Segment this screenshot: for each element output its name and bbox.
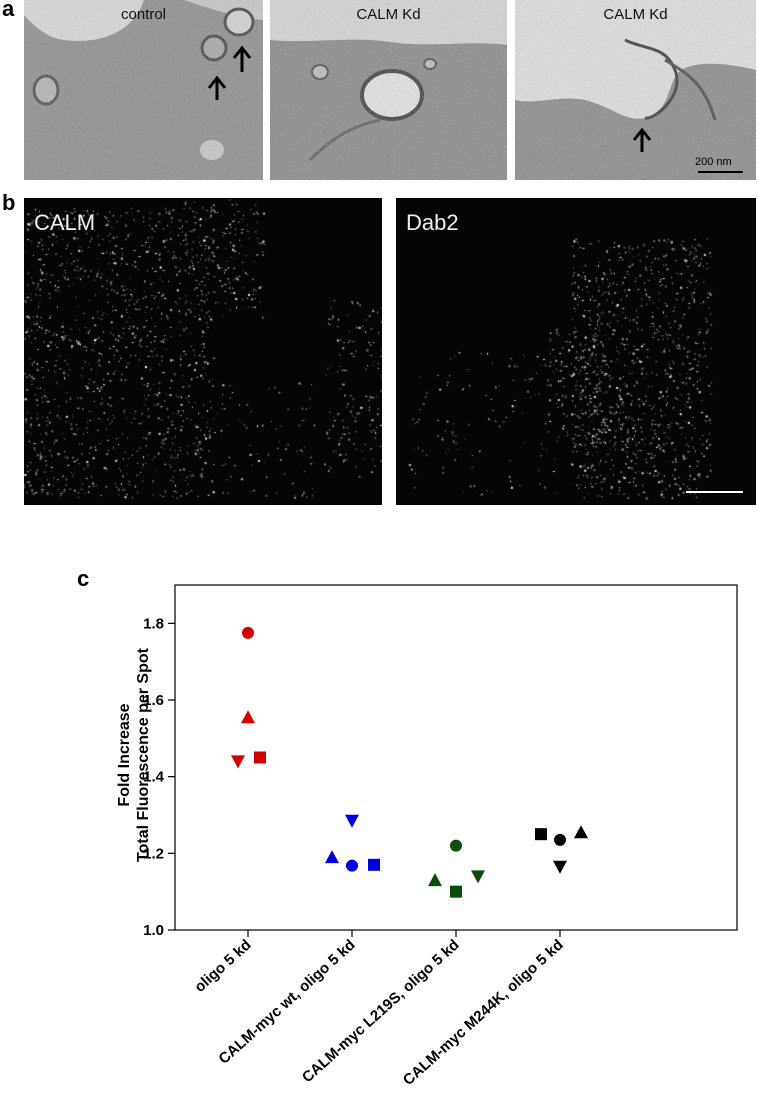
scale-bar (686, 491, 743, 493)
em-micrograph (24, 0, 263, 180)
y-tick-label: 1.4 (143, 769, 165, 786)
fluorescence-image-calm: CALM (24, 198, 382, 505)
data-point-triangle-down (553, 860, 567, 874)
data-points (231, 626, 588, 898)
data-point-square (535, 828, 547, 841)
y-tick-label: 1.0 (143, 922, 164, 939)
data-point-circle (346, 859, 358, 872)
y-tick-label: 1.8 (143, 615, 164, 632)
em-image-control: control (24, 0, 263, 180)
data-point-circle (554, 833, 566, 846)
scale-bar (698, 171, 743, 173)
data-point-square (254, 751, 266, 764)
arrow-icon (632, 127, 652, 152)
panel-c-letter: c (77, 566, 90, 591)
data-point-circle (450, 839, 462, 852)
panel-a-letter: a (2, 0, 15, 21)
data-point-triangle-down (345, 814, 359, 828)
panel-b-letter: b (2, 190, 16, 215)
y-axis: 1.0 1.2 1.4 1.6 1.8 (143, 615, 175, 939)
data-point-circle (242, 626, 254, 639)
data-point-triangle-down (471, 870, 485, 884)
data-point-triangle-up (325, 850, 339, 864)
fluorescence-micrograph (396, 198, 756, 505)
data-point-triangle-down (231, 755, 245, 769)
plot-frame (174, 584, 738, 931)
y-tick-label: 1.2 (143, 845, 164, 862)
em-image-calm-kd-1: CALM Kd (270, 0, 507, 180)
em-label-control: control (120, 6, 167, 23)
data-point-square (450, 885, 462, 898)
fluorescence-label-dab2: Dab2 (406, 210, 459, 235)
arrow-icon (207, 75, 227, 100)
y-axis-label-line1: Fold Increase (116, 703, 133, 806)
em-label-calm-kd-2: CALM Kd (603, 6, 668, 23)
data-point-triangle-up (241, 710, 255, 724)
em-image-calm-kd-2: CALM Kd 200 nm (515, 0, 756, 180)
em-micrograph (270, 0, 507, 180)
fluorescence-image-dab2: Dab2 (396, 198, 756, 505)
data-point-square (368, 858, 380, 871)
y-tick-label: 1.6 (143, 692, 164, 709)
data-point-triangle-up (428, 873, 442, 887)
em-micrograph (515, 0, 756, 180)
fluorescence-label-calm: CALM (34, 210, 96, 235)
fluorescence-micrograph (24, 198, 382, 505)
data-point-triangle-up (574, 825, 588, 839)
scale-bar-label: 200 nm (695, 156, 732, 168)
y-axis-label-line2: Total Fluorescence per Spot (135, 647, 152, 862)
x-tick-label: oligo 5 kd (191, 936, 254, 995)
em-label-calm-kd-1: CALM Kd (356, 6, 421, 23)
arrow-icon (232, 45, 252, 72)
